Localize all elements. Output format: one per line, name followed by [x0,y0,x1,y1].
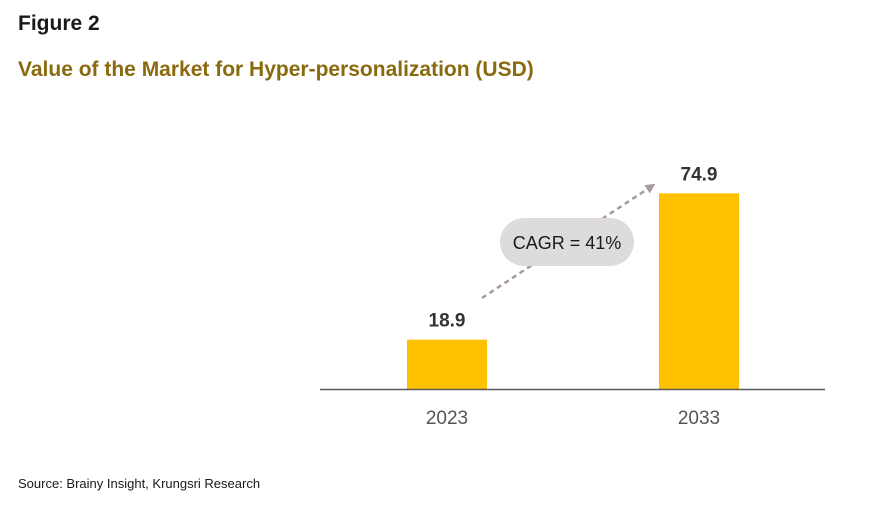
cagr-callout: CAGR = 41% [500,218,634,266]
cagr-label: CAGR = 41% [513,233,622,253]
value-label-2023: 18.9 [429,311,466,332]
bar-2033 [659,193,739,389]
bar-2023 [407,339,487,389]
source-note: Source: Brainy Insight, Krungsri Researc… [18,476,261,491]
x-tick-label-2023: 2023 [426,408,468,429]
value-label-2033: 74.9 [681,164,718,185]
figure-label: Figure 2 [18,12,100,35]
cagr-callout-bubble [500,218,634,266]
x-tick-label-2033: 2033 [678,408,720,429]
chart-title: Value of the Market for Hyper-personaliz… [18,58,534,81]
